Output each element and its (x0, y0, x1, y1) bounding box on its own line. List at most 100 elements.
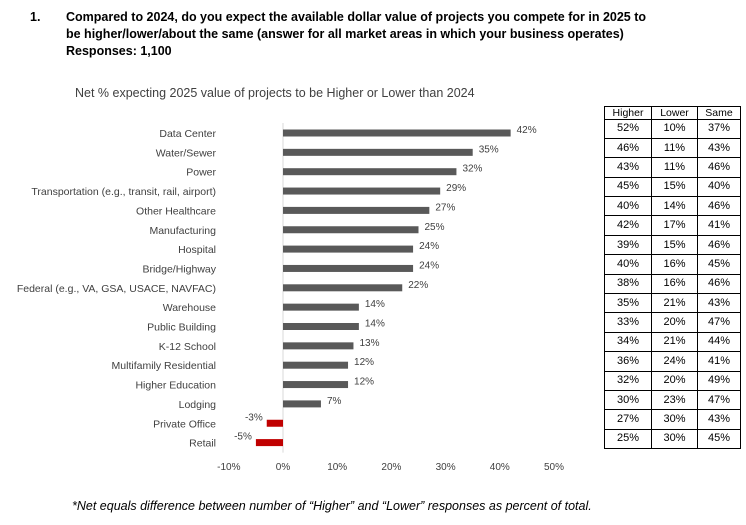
data-label: -5% (234, 432, 252, 443)
bar (283, 168, 457, 176)
category-label: Power (186, 167, 216, 179)
table-cell: 45% (697, 254, 741, 275)
table-cell: 46% (697, 273, 741, 295)
bar (283, 323, 359, 330)
data-label: -3% (245, 412, 263, 423)
question-line-2: be higher/lower/about the same (answer f… (66, 27, 624, 41)
table-cell: 35% (604, 293, 652, 314)
bar (283, 187, 441, 195)
higher-lower-same-table: Higher Lower Same 52% 10% 37% 46% 11% 43% 43% 11%… (604, 106, 741, 450)
table-row: 42% 17% 41% (604, 215, 741, 236)
chart-title: Net % expecting 2025 value of projects t… (75, 86, 475, 100)
x-tick-label: -10% (217, 462, 240, 473)
data-label: 27% (435, 202, 455, 213)
table-row: 40% 14% 46% (604, 196, 741, 217)
table-cell: 11% (651, 157, 698, 178)
table-cell: 49% (697, 370, 741, 391)
bar (283, 400, 321, 408)
bar (283, 342, 354, 350)
data-label: 22% (408, 280, 428, 291)
x-tick-label: 50% (544, 462, 564, 473)
bar (283, 303, 359, 311)
table-cell: 20% (651, 312, 698, 333)
data-label: 12% (354, 357, 374, 368)
question-number: 1. (30, 10, 41, 24)
data-label: 14% (365, 299, 385, 310)
table-row: 36% 24% 41% (604, 351, 741, 372)
table-cell: 36% (604, 351, 652, 372)
category-label: Data Center (159, 128, 216, 140)
table-cell: 16% (651, 273, 698, 295)
data-label: 24% (419, 260, 439, 271)
table-cell: 32% (604, 370, 652, 391)
data-label: 35% (479, 144, 499, 155)
bar (283, 129, 511, 137)
table-cell: 47% (697, 312, 741, 333)
table-row: 40% 16% 45% (604, 254, 741, 275)
bar (283, 245, 414, 253)
table-cell: 24% (651, 351, 698, 372)
bar (283, 264, 414, 272)
table-cell: 47% (697, 389, 741, 411)
data-label: 29% (446, 183, 466, 194)
category-label: Water/Sewer (156, 147, 217, 159)
table-cell: 20% (651, 370, 698, 391)
table-row: 45% 15% 40% (604, 176, 741, 198)
x-tick-label: 30% (436, 462, 456, 473)
table-cell: 23% (651, 389, 698, 411)
category-label: Transportation (e.g., transit, rail, air… (31, 186, 216, 198)
table-row: 27% 30% 43% (604, 409, 741, 430)
table-row: 30% 23% 47% (604, 389, 741, 411)
table-row: 25% 30% 45% (604, 428, 741, 450)
table-row: 46% 11% 43% (604, 137, 741, 159)
category-label: Other Healthcare (136, 205, 216, 217)
table-cell: 11% (651, 137, 698, 159)
table-cell: 30% (651, 409, 698, 430)
data-label: 32% (462, 164, 482, 175)
response-count: Responses: 1,100 (66, 44, 172, 58)
table-cell: 16% (651, 254, 698, 275)
x-tick-label: 10% (327, 462, 347, 473)
table-cell: 33% (604, 312, 652, 333)
x-tick-label: 20% (381, 462, 401, 473)
table-cell: 44% (697, 331, 741, 353)
bar (283, 381, 349, 389)
table-cell: 45% (697, 428, 741, 450)
table-row: 35% 21% 43% (604, 293, 741, 314)
question-line-1: Compared to 2024, do you expect the avai… (66, 10, 647, 24)
table-row: 34% 21% 44% (604, 331, 741, 353)
table-cell: 46% (697, 234, 741, 256)
table-cell: 37% (697, 118, 741, 139)
data-label: 12% (354, 377, 374, 388)
data-label: 7% (327, 396, 342, 407)
table-cell: 40% (697, 176, 741, 198)
data-label: 42% (517, 125, 537, 136)
table-row: 38% 16% 46% (604, 273, 741, 295)
table-cell: 30% (604, 389, 652, 411)
bar (283, 284, 403, 292)
table-cell: 10% (651, 118, 698, 139)
table-cell: 21% (651, 331, 698, 353)
table-cell: 43% (697, 293, 741, 314)
table-cell: 30% (651, 428, 698, 450)
bar (283, 206, 430, 214)
table-header-higher: Higher (604, 106, 652, 120)
table-cell: 43% (697, 137, 741, 159)
table-cell: 15% (651, 234, 698, 256)
data-label: 14% (365, 319, 385, 330)
category-label: Public Building (147, 322, 216, 334)
table-cell: 43% (697, 409, 741, 430)
footnote: *Net equals difference between number of… (72, 499, 592, 513)
bar (283, 226, 419, 234)
table-cell: 21% (651, 293, 698, 314)
table-cell: 17% (651, 215, 698, 236)
table-cell: 38% (604, 273, 652, 295)
category-label: K-12 School (159, 341, 216, 353)
table-cell: 46% (697, 196, 741, 217)
data-label: 24% (419, 241, 439, 252)
table-cell: 52% (604, 118, 652, 139)
category-label: Higher Education (135, 380, 216, 392)
category-label: Federal (e.g., VA, GSA, USACE, NAVFAC) (17, 283, 216, 295)
table-cell: 43% (604, 157, 652, 178)
table-cell: 45% (604, 176, 652, 198)
